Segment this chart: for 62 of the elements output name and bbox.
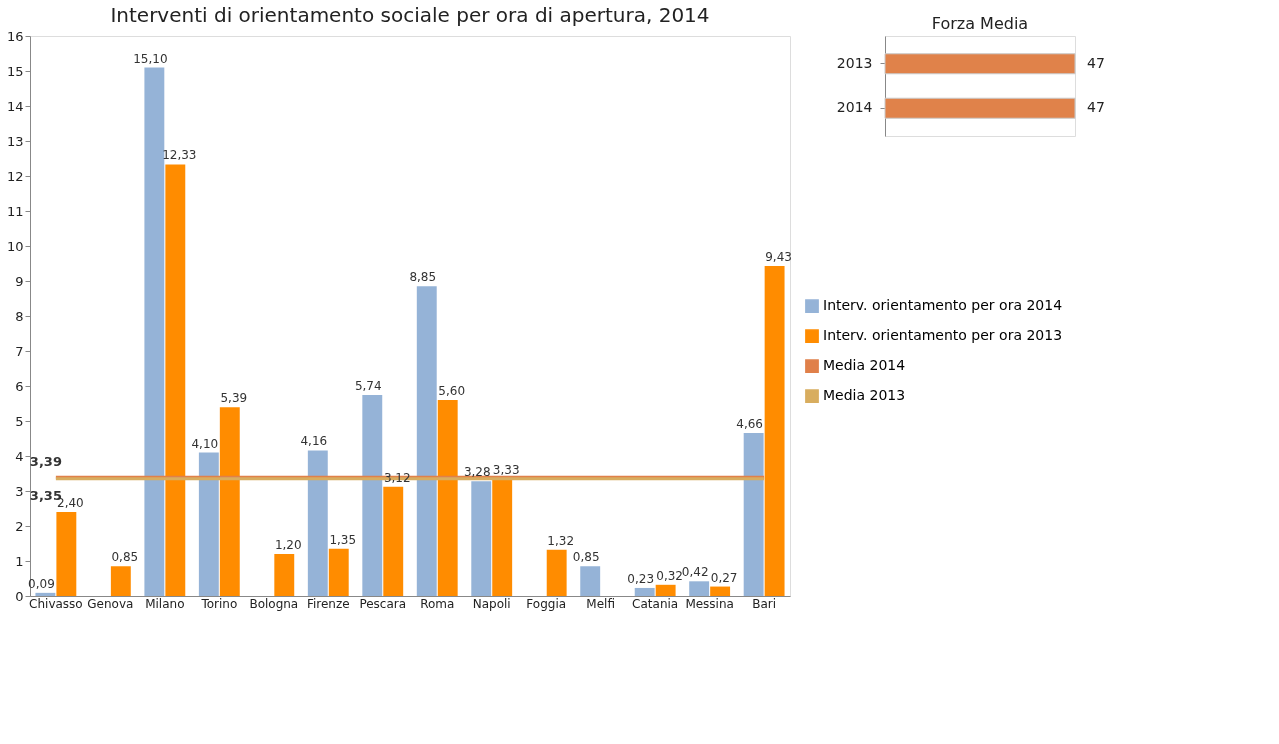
y-tick-label: 11 bbox=[6, 203, 24, 219]
data-label: 47 bbox=[1087, 54, 1105, 71]
x-tick-label: Melfi bbox=[586, 596, 615, 611]
legend-label: Interv. orientamento per ora 2013 bbox=[823, 327, 1063, 344]
x-tick-label: Roma bbox=[420, 596, 455, 611]
legend-label: Interv. orientamento per ora 2014 bbox=[823, 297, 1063, 314]
data-label: 47 bbox=[1087, 99, 1105, 116]
data-label: 4,66 bbox=[736, 416, 763, 431]
data-label: 4,16 bbox=[300, 434, 328, 449]
data-label: 4,10 bbox=[191, 436, 219, 451]
x-tick-label: Napoli bbox=[472, 596, 511, 611]
y-tick-label: 2014 bbox=[836, 99, 873, 116]
x-tick-label: Torino bbox=[200, 596, 238, 611]
y-tick-label: 12 bbox=[6, 168, 24, 184]
y-tick-label: 2 bbox=[15, 518, 24, 534]
data-label: 12,33 bbox=[162, 148, 197, 163]
legend-label: Media 2013 bbox=[823, 387, 906, 404]
y-tick-label: 8 bbox=[15, 308, 24, 324]
data-label: 1,35 bbox=[329, 532, 357, 547]
data-label: 5,39 bbox=[220, 391, 248, 406]
data-label: 0,27 bbox=[710, 570, 738, 585]
data-label: 5,60 bbox=[438, 384, 466, 398]
x-tick-label: Bari bbox=[752, 596, 777, 611]
data-label: 3,28 bbox=[463, 465, 491, 480]
y-tick-label: 3 bbox=[15, 483, 24, 499]
y-tick-label: 2013 bbox=[836, 54, 873, 71]
x-tick-label: Genova bbox=[87, 596, 134, 611]
y-tick-label: 13 bbox=[6, 133, 24, 149]
y-tick-label: 10 bbox=[6, 238, 24, 254]
data-label: 1,20 bbox=[274, 538, 302, 552]
data-label: 5,74 bbox=[354, 379, 382, 394]
y-tick-label: 4 bbox=[15, 448, 24, 464]
data-label: 3,33 bbox=[492, 463, 520, 478]
data-label: 15,10 bbox=[133, 51, 168, 66]
x-tick-label: Firenze bbox=[306, 596, 350, 611]
data-label: 0,32 bbox=[656, 568, 683, 583]
y-tick-label: 0 bbox=[15, 588, 24, 604]
y-tick-label: 5 bbox=[15, 413, 24, 429]
x-tick-label: Chivasso bbox=[29, 596, 83, 611]
y-tick-label: 1 bbox=[15, 553, 24, 569]
x-tick-label: Bologna bbox=[249, 596, 299, 611]
legend-label: Media 2014 bbox=[823, 357, 906, 374]
x-tick-label: Milano bbox=[145, 596, 185, 611]
chart-title: Forza Media bbox=[931, 14, 1029, 33]
data-label: 1,32 bbox=[547, 533, 575, 548]
chart-title: Interventi di orientamento sociale per ora di apertura, 2014 bbox=[110, 3, 710, 27]
x-tick-label: Messina bbox=[685, 596, 734, 611]
data-label: 9,43 bbox=[765, 249, 792, 264]
x-tick-label: Catania bbox=[632, 596, 679, 611]
data-label: 0,42 bbox=[681, 565, 709, 580]
y-tick-label: 6 bbox=[15, 378, 24, 394]
data-label: 0,85 bbox=[572, 550, 600, 565]
data-label: 0,85 bbox=[111, 550, 139, 565]
data-label: 8,85 bbox=[409, 270, 437, 285]
y-tick-label: 7 bbox=[15, 343, 24, 359]
x-tick-label: Pescara bbox=[359, 596, 407, 611]
y-tick-label: 16 bbox=[6, 28, 24, 44]
y-tick-label: 9 bbox=[15, 273, 24, 289]
y-tick-label: 15 bbox=[6, 63, 24, 79]
x-tick-label: Foggia bbox=[526, 596, 567, 611]
y-tick-label: 14 bbox=[6, 98, 24, 114]
data-label: 0,23 bbox=[627, 571, 655, 586]
